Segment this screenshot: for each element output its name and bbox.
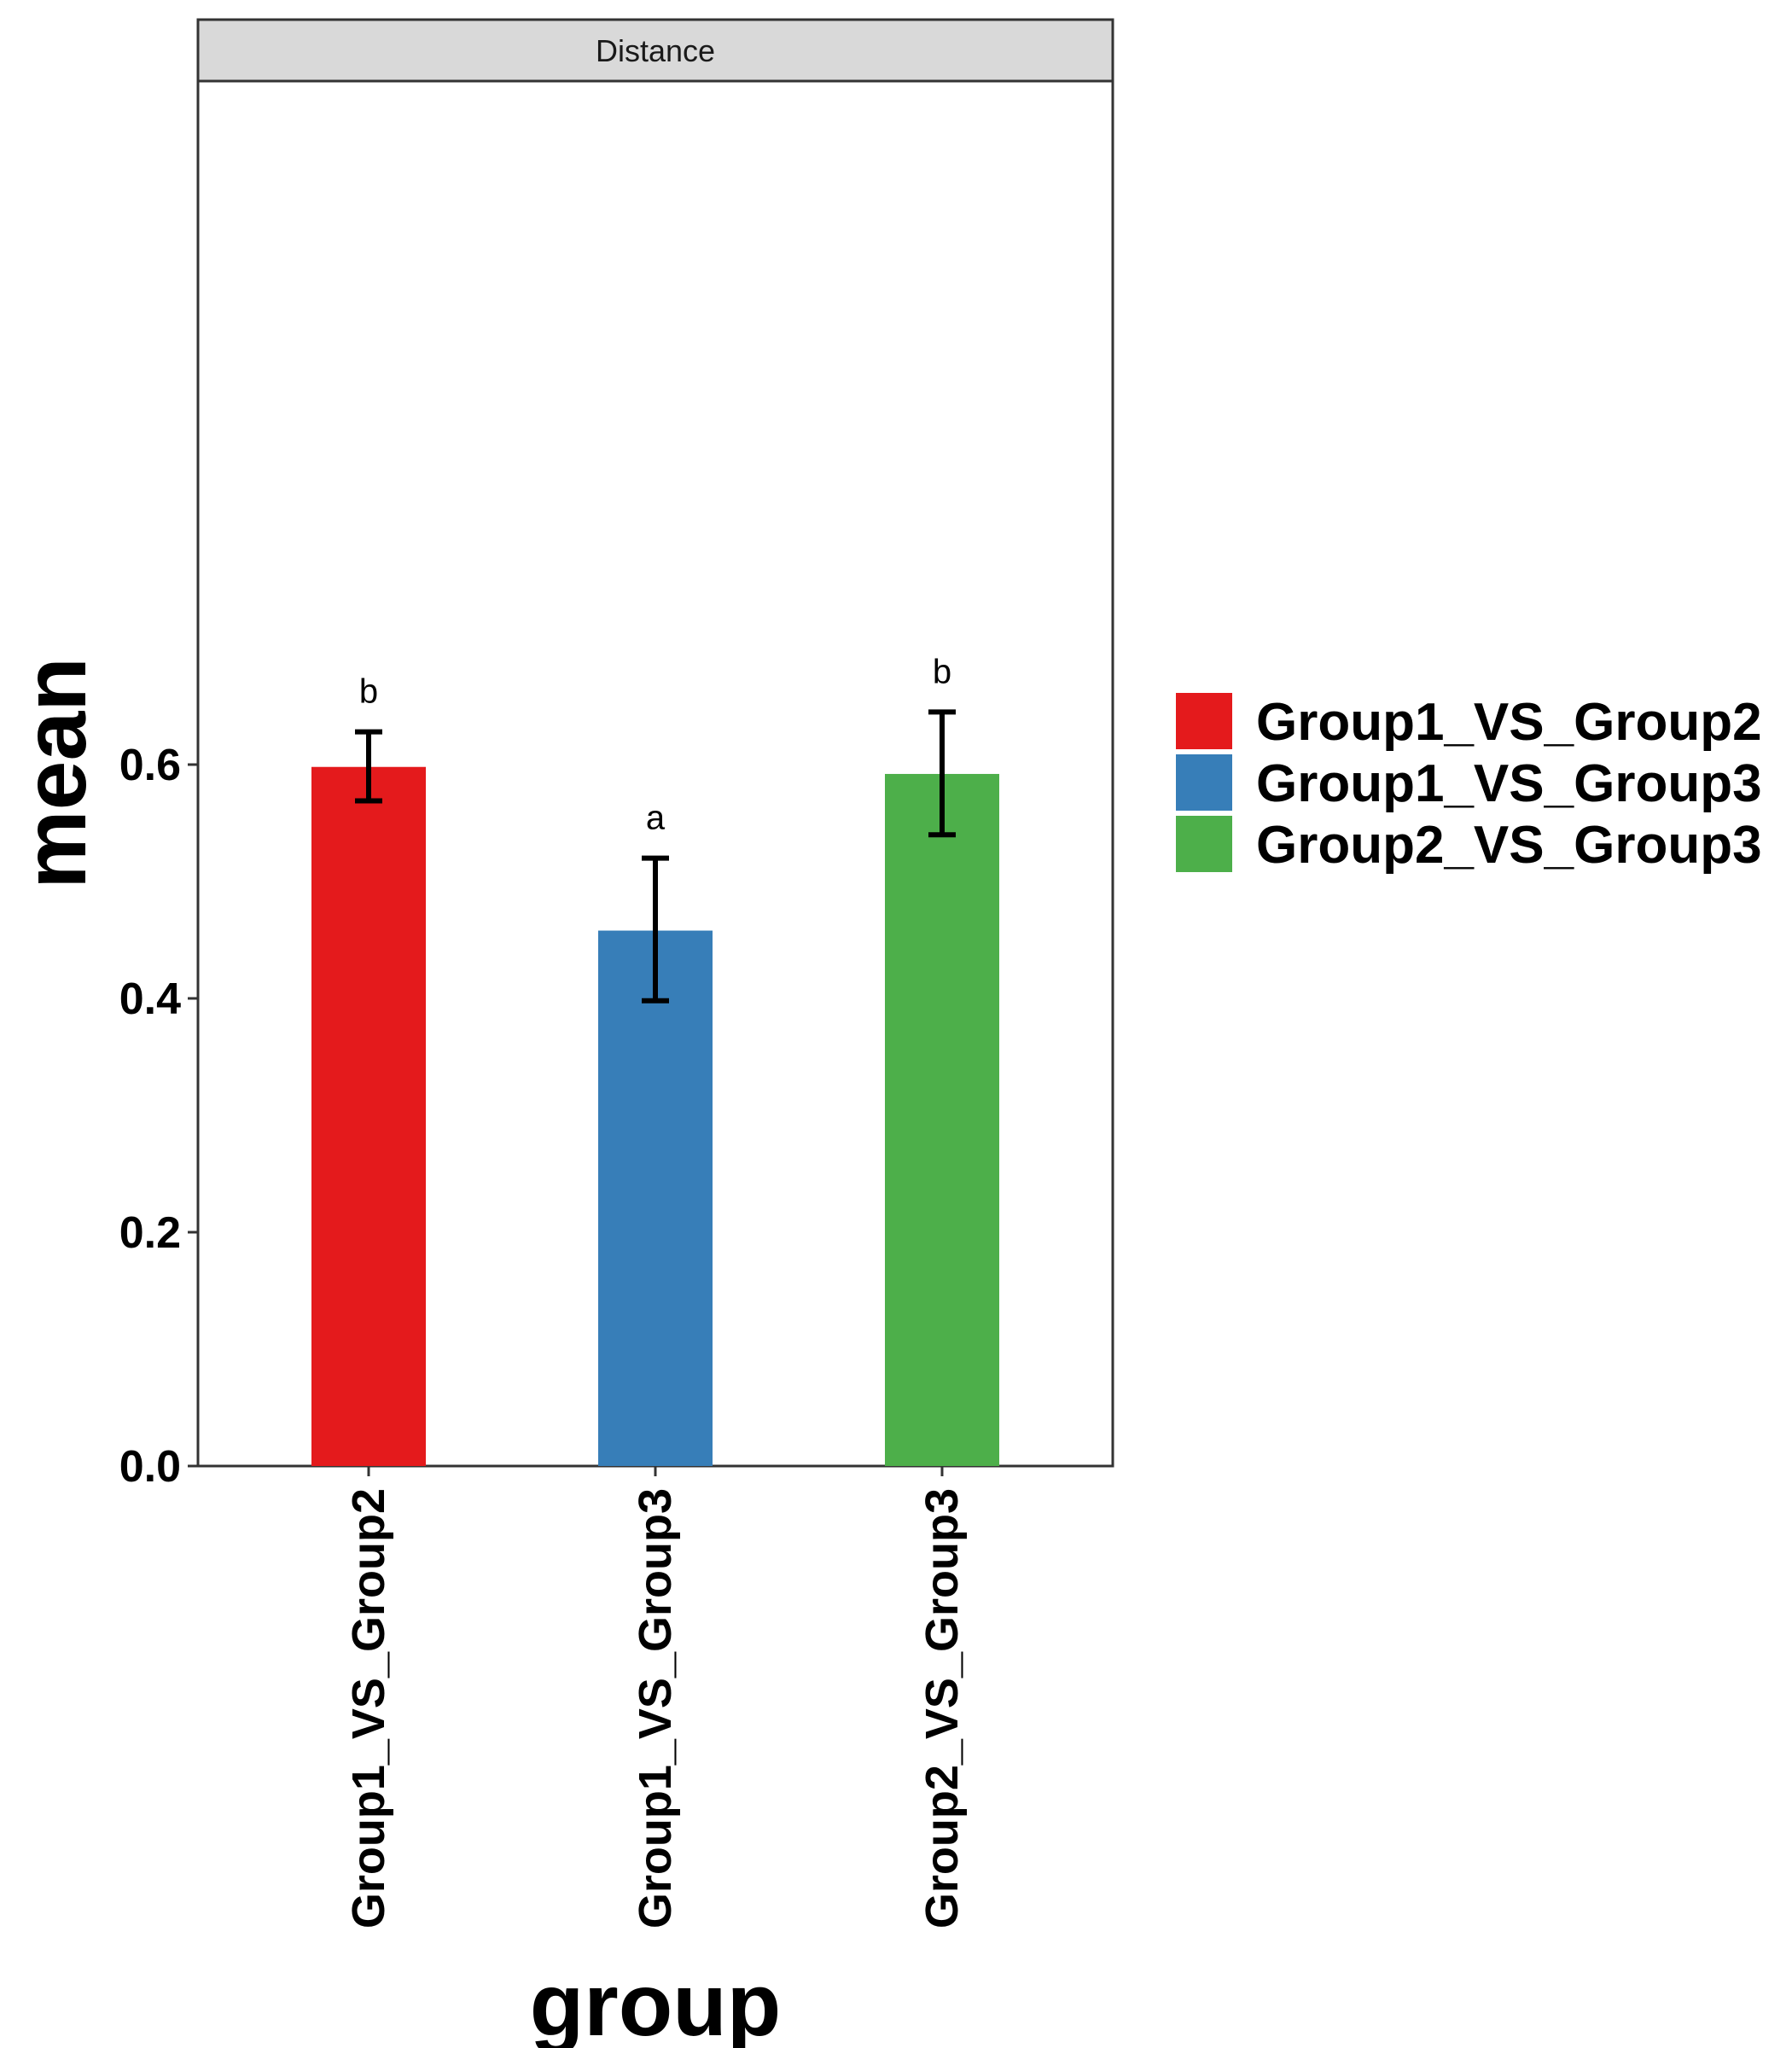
x-tick-label-Group2_VS_Group3: Group2_VS_Group3 xyxy=(916,1488,968,1929)
error-bar-Group1_VS_Group2 xyxy=(355,729,382,804)
legend-label-Group2_VS_Group3: Group2_VS_Group3 xyxy=(1256,816,1762,875)
legend-swatch-Group1_VS_Group2 xyxy=(1176,693,1232,749)
bar-Group2_VS_Group3 xyxy=(885,773,999,1466)
x-tick-label-Group1_VS_Group3: Group1_VS_Group3 xyxy=(630,1488,681,1929)
facet-strip xyxy=(196,18,1114,83)
legend-label-Group1_VS_Group2: Group1_VS_Group2 xyxy=(1256,693,1762,752)
facet-strip-label: Distance xyxy=(596,33,715,68)
y-tick-label: 0.6 xyxy=(119,741,181,790)
bars-layer xyxy=(311,766,999,1466)
x-axis: Group1_VS_Group2 Group1_VS_Group3 Group2_V… xyxy=(343,1466,968,1929)
y-tick-label: 0.0 xyxy=(119,1442,181,1492)
errorbars-layer xyxy=(355,709,956,1004)
y-tick-label: 0.4 xyxy=(119,975,181,1024)
y-tick-label: 0.2 xyxy=(119,1208,181,1258)
legend: Group1_VS_Group2Group1_VS_Group3Group2_V… xyxy=(1176,693,1762,875)
legend-swatch-Group2_VS_Group3 xyxy=(1176,816,1232,872)
y-axis-title: mean xyxy=(6,657,105,889)
error-bar-Group2_VS_Group3 xyxy=(928,709,956,838)
significance-label-Group1_VS_Group2: b xyxy=(359,673,378,711)
bar-Group1_VS_Group2 xyxy=(311,766,426,1466)
bar-Group1_VS_Group3 xyxy=(598,930,713,1466)
legend-swatch-Group1_VS_Group3 xyxy=(1176,754,1232,811)
legend-label-Group1_VS_Group3: Group1_VS_Group3 xyxy=(1256,754,1762,813)
y-axis: 0.0 0.2 0.4 0.6 xyxy=(119,741,198,1492)
error-bar-Group1_VS_Group3 xyxy=(642,855,669,1004)
significance-label-Group1_VS_Group3: a xyxy=(646,800,666,837)
x-axis-title: group xyxy=(530,1956,782,2048)
significance-labels-layer: b a b xyxy=(359,653,951,836)
x-tick-label-Group1_VS_Group2: Group1_VS_Group2 xyxy=(343,1488,394,1929)
significance-label-Group2_VS_Group3: b xyxy=(933,653,951,690)
